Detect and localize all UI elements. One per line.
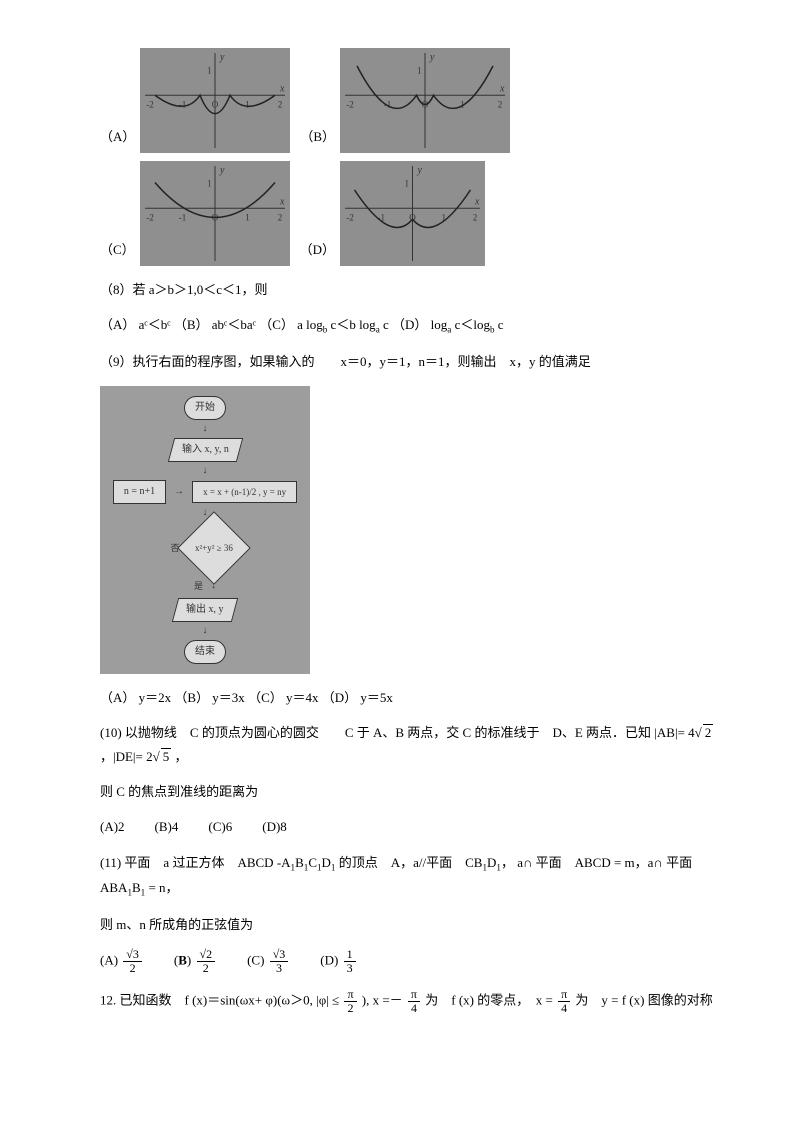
q10-opt-d: (D)8 bbox=[262, 815, 287, 838]
q10-opt-b: (B)4 bbox=[155, 815, 179, 838]
graph-option-d: （D） -2-1O121yx bbox=[300, 161, 485, 266]
q11-stem-line1: (11) 平面 a 过正方体 ABCD -A1B1C1D1 的顶点 A，a//平… bbox=[100, 851, 740, 901]
graph-options-row-2: （C） -2-1O121yx （D） -2-1O121yx bbox=[100, 161, 740, 266]
svg-text:y: y bbox=[429, 52, 435, 63]
q9-stem: （9）执行右面的程序图，如果输入的 x＝0，y＝1，n＝1，则输出 x，y 的值… bbox=[100, 350, 740, 373]
svg-text:-1: -1 bbox=[178, 212, 186, 222]
svg-text:1: 1 bbox=[207, 65, 212, 75]
q8-opt-a: （A） aᶜ＜bᶜ bbox=[100, 317, 171, 332]
svg-text:1: 1 bbox=[207, 178, 212, 188]
q8-opt-b: （B） abᶜ＜baᶜ bbox=[174, 317, 256, 332]
svg-text:x: x bbox=[279, 196, 285, 207]
fc-increment: n = n+1 bbox=[113, 480, 166, 504]
svg-text:1: 1 bbox=[246, 99, 251, 109]
graph-image-a: -2-1O121yx bbox=[140, 48, 290, 153]
svg-text:1: 1 bbox=[245, 212, 250, 222]
graph-options-row-1: （A） -2-1O121yx （B） -2-1O121yx bbox=[100, 48, 740, 153]
q11-opt-c: (C) √33 bbox=[247, 948, 290, 975]
graph-label-a: （A） bbox=[100, 125, 135, 153]
fc-condition: x²+y² ≥ 36 bbox=[177, 511, 251, 585]
graph-image-b: -2-1O121yx bbox=[340, 48, 510, 153]
graph-option-a: （A） -2-1O121yx bbox=[100, 48, 290, 153]
q10-options: (A)2 (B)4 (C)6 (D)8 bbox=[100, 815, 740, 838]
fc-input: 输入 x, y, n bbox=[167, 438, 242, 462]
svg-text:O: O bbox=[212, 99, 219, 109]
q9-opt-a: （A） y＝2x bbox=[100, 690, 171, 705]
fc-output: 输出 x, y bbox=[172, 598, 238, 622]
svg-text:-1: -1 bbox=[179, 99, 187, 109]
graph-option-c: （C） -2-1O121yx bbox=[100, 161, 290, 266]
svg-text:1: 1 bbox=[405, 178, 410, 188]
q8-opt-d: （D） loga c＜logb c bbox=[392, 317, 504, 332]
fc-assign: x = x + (n-1)/2 , y = ny bbox=[192, 481, 297, 503]
fc-start: 开始 bbox=[184, 396, 226, 420]
q10-stem-line2: 则 C 的焦点到准线的距离为 bbox=[100, 780, 740, 803]
q11-opt-b: (B) √22 bbox=[174, 948, 217, 975]
fc-end: 结束 bbox=[184, 640, 226, 664]
svg-text:y: y bbox=[417, 165, 423, 176]
q12-stem: 12. 已知函数 f (x)＝sin(ωx+ φ)(ω＞0, |φ| ≤ π2 … bbox=[100, 988, 740, 1015]
graph-label-b: （B） bbox=[300, 125, 335, 153]
svg-text:2: 2 bbox=[498, 99, 503, 109]
q11-options: (A) √32 (B) √22 (C) √33 (D) 13 bbox=[100, 948, 740, 975]
svg-text:x: x bbox=[474, 196, 480, 207]
graph-image-d: -2-1O121yx bbox=[340, 161, 485, 266]
svg-text:1: 1 bbox=[417, 65, 422, 75]
svg-text:x: x bbox=[499, 83, 505, 94]
svg-text:-2: -2 bbox=[346, 99, 354, 109]
fc-yes-label: 是 bbox=[194, 578, 203, 594]
q10-stem-line1: (10) 以抛物线 C 的顶点为圆心的圆交 C 于 A、B 两点，交 C 的标准… bbox=[100, 721, 740, 768]
svg-text:2: 2 bbox=[278, 99, 283, 109]
svg-text:x: x bbox=[279, 83, 285, 94]
q9-options: （A） y＝2x （B） y＝3x （C） y＝4x （D） y＝5x bbox=[100, 686, 740, 709]
graph-option-b: （B） -2-1O121yx bbox=[300, 48, 510, 153]
q11-stem-line2: 则 m、n 所成角的正弦值为 bbox=[100, 913, 740, 936]
svg-text:-2: -2 bbox=[346, 212, 354, 222]
q8-options: （A） aᶜ＜bᶜ （B） abᶜ＜baᶜ （C） a logb c＜b log… bbox=[100, 313, 740, 338]
svg-text:-2: -2 bbox=[147, 99, 155, 109]
graph-label-d: （D） bbox=[300, 238, 335, 266]
svg-text:y: y bbox=[219, 52, 225, 63]
q10-opt-c: (C)6 bbox=[208, 815, 232, 838]
q8-stem: （8）若 a＞b＞1,0＜c＜1，则 bbox=[100, 278, 740, 301]
q9-opt-c: （C） y＝4x bbox=[248, 690, 318, 705]
q8-opt-c: （C） a logb c＜b loga c bbox=[259, 317, 392, 332]
flowchart-image: 开始 ↓ 输入 x, y, n ↓ n = n+1 → x = x + (n-1… bbox=[100, 386, 310, 674]
q11-opt-d: (D) 13 bbox=[320, 948, 357, 975]
svg-text:-2: -2 bbox=[146, 212, 154, 222]
svg-text:2: 2 bbox=[473, 212, 478, 222]
q9-opt-d: （D） y＝5x bbox=[322, 690, 393, 705]
svg-text:y: y bbox=[219, 165, 225, 176]
graph-label-c: （C） bbox=[100, 238, 135, 266]
q10-opt-a: (A)2 bbox=[100, 815, 125, 838]
q9-opt-b: （B） y＝3x bbox=[174, 690, 244, 705]
svg-text:2: 2 bbox=[277, 212, 282, 222]
q11-opt-a: (A) √32 bbox=[100, 948, 144, 975]
graph-image-c: -2-1O121yx bbox=[140, 161, 290, 266]
